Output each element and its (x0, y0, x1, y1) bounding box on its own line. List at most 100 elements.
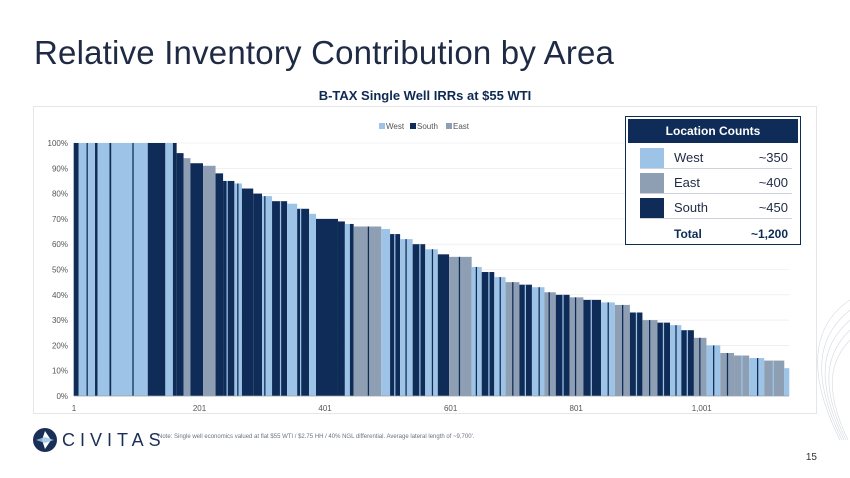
irr-bar-stripe-south (475, 266, 478, 396)
total-label: Total (674, 227, 702, 241)
irr-bar-segment-south (95, 143, 98, 396)
chart-legend-label: East (453, 122, 470, 131)
chart-axes: 0% 10% 20% 30% 40% 50% 60% 70% 80% 90% 100% 1 201 401… (48, 139, 789, 413)
irr-bar-stripe-south (405, 239, 407, 396)
irr-bar-segment-east (183, 158, 191, 396)
y-tick-label: 20% (52, 341, 68, 350)
irr-bar-segment-west (262, 196, 273, 396)
irr-bar-stripe-west (741, 355, 743, 396)
irr-bar-segment-west (344, 223, 350, 396)
irr-bar-segment-east (449, 256, 472, 396)
y-tick-label: 90% (52, 164, 68, 173)
irr-bar-stripe-south (132, 143, 134, 396)
location-total-row: Total ~1,200 (640, 227, 792, 245)
irr-bar-segment-west (749, 358, 765, 396)
irr-bar-segment-south (215, 173, 224, 396)
irr-bar-segment-south (147, 143, 166, 396)
irr-bar-segment-south (73, 143, 79, 396)
irr-bar-stripe-west (772, 360, 774, 396)
irr-bar-stripe-west (226, 180, 228, 396)
location-counts-table: Location Counts West ~350 East ~400 Sout… (625, 116, 801, 245)
irr-bar-segment-west (309, 213, 316, 396)
irr-bar-segment-west (425, 249, 438, 396)
y-tick-label: 0% (56, 392, 68, 401)
irr-bar-segment-south (241, 188, 254, 396)
chart-legend-label: West (386, 122, 405, 131)
irr-bar-segment-east (544, 292, 556, 396)
irr-bar-segment-east (353, 226, 382, 396)
irr-bar-stripe-south (699, 337, 701, 396)
irr-bar-segment-south (223, 180, 235, 396)
decorative-waves-icon (817, 299, 850, 440)
irr-bar-segment-south (349, 223, 354, 396)
irr-bar-segment-south (297, 208, 310, 396)
irr-bar-segment-south (172, 143, 177, 396)
location-count: ~350 (758, 150, 788, 165)
x-tick-label: 201 (193, 404, 207, 413)
irr-bar-stripe-south (675, 325, 677, 396)
irr-bar-stripe-west (686, 330, 688, 396)
irr-bar-stripe-south (726, 352, 729, 396)
irr-bar-segment-south (412, 244, 426, 396)
irr-bar-stripe-west (524, 284, 526, 396)
irr-bar-stripe-west (488, 272, 490, 396)
chart-legend-swatch-west (379, 123, 385, 129)
irr-bar-stripe-south (431, 249, 434, 396)
y-tick-label: 40% (52, 291, 68, 300)
irr-bar-stripe-south (458, 256, 461, 396)
irr-bar-stripe-south (756, 358, 759, 396)
irr-bar-stripe-south (512, 282, 514, 396)
irr-bar-segment-south (437, 254, 450, 396)
irr-bar-segment-west (784, 368, 790, 396)
location-counts-header: Location Counts (628, 119, 798, 143)
slide-title: Relative Inventory Contribution by Area (34, 34, 615, 71)
irr-bar-segment-west (97, 143, 110, 396)
irr-bar-stripe-south (548, 292, 550, 396)
irr-bar-stripe-west (299, 208, 302, 396)
irr-bar-stripe-south (367, 226, 370, 396)
y-tick-label: 100% (48, 139, 68, 148)
y-tick-label: 80% (52, 190, 68, 199)
location-name: East (674, 175, 701, 190)
page-number: 15 (805, 452, 817, 463)
irr-bar-stripe-west (562, 294, 564, 396)
location-count: ~450 (758, 200, 788, 215)
location-name: South (674, 200, 708, 215)
company-logo-text: CIVITAS (62, 430, 166, 450)
irr-bar-stripe-south (713, 345, 715, 396)
irr-bar-stripe-west (662, 322, 665, 396)
location-row-south: South ~450 (640, 197, 792, 219)
irr-bar-segment-south (176, 153, 184, 396)
irr-bar-stripe-south (607, 302, 609, 396)
irr-bar-segment-south (109, 143, 112, 396)
east-swatch (640, 173, 664, 193)
irr-bar-segment-west (111, 143, 148, 396)
west-swatch (640, 148, 664, 168)
chart-legend-label: South (417, 122, 438, 131)
irr-bar-stripe-south (264, 196, 266, 396)
irr-bar-stripe-west (635, 312, 638, 396)
irr-chart: 0% 10% 20% 30% 40% 50% 60% 70% 80% 90% 100% 1 201 401… (48, 122, 790, 413)
irr-bar-stripe-south (622, 304, 624, 396)
irr-bar-segment-south (481, 272, 495, 396)
x-tick-label: 801 (570, 404, 584, 413)
irr-bar-segment-south (190, 163, 203, 396)
irr-bar-segment-east (569, 297, 584, 396)
footnote: Note: Single well economics valued at fl… (158, 434, 475, 440)
irr-bar-stripe-west (394, 234, 396, 396)
irr-bar-stripe-west (279, 201, 282, 396)
y-tick-label: 70% (52, 215, 68, 224)
irr-bar-stripe-south (499, 277, 501, 396)
irr-bar-segment-south (337, 221, 345, 396)
x-tick-label: 601 (444, 404, 458, 413)
y-tick-label: 60% (52, 240, 68, 249)
chart-legend-swatch-east (446, 123, 452, 129)
chart-bars (73, 143, 790, 396)
y-tick-label: 10% (52, 367, 68, 376)
location-count: ~400 (758, 175, 788, 190)
irr-bar-segment-west (165, 143, 173, 396)
irr-bar-segment-west (381, 229, 391, 396)
irr-bar-stripe-south (237, 183, 239, 396)
irr-bar-segment-south (272, 201, 288, 396)
irr-bar-segment-south (253, 193, 263, 396)
